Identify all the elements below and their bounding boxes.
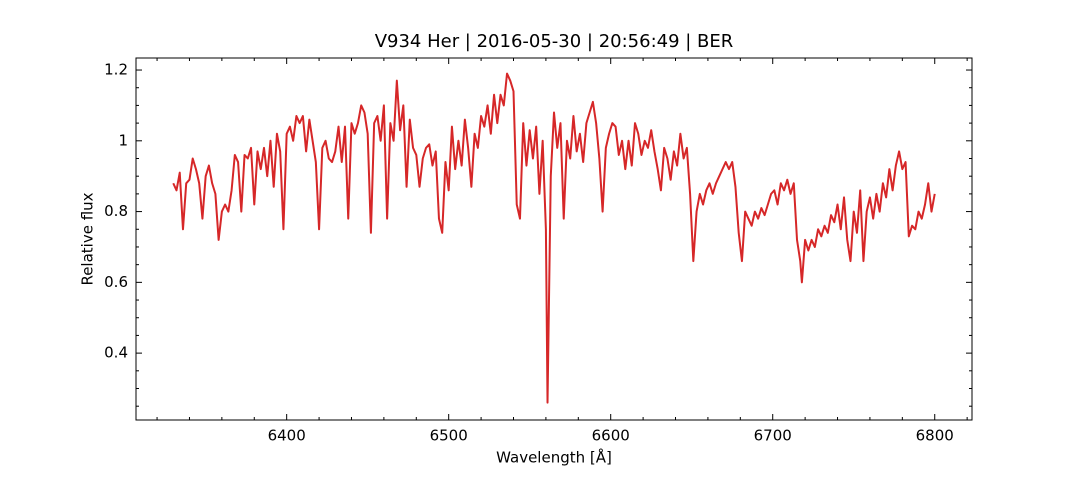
x-tick-label: 6700 [754,427,792,445]
y-tick-label: 0.6 [104,273,128,291]
plot-frame [135,57,973,421]
y-axis-label: Relative flux [79,192,97,285]
x-tick-label: 6600 [592,427,630,445]
x-tick-label: 6800 [916,427,954,445]
y-tick-label: 0.8 [104,202,128,220]
y-tick-label: 1.2 [104,61,128,79]
chart-title: V934 Her | 2016-05-30 | 20:56:49 | BER [375,31,734,52]
x-tick-label: 6500 [430,427,468,445]
x-axis-label: Wavelength [Å] [496,448,612,467]
y-tick-label: 0.4 [104,344,128,362]
y-tick-label: 1 [118,131,128,149]
x-tick-label: 6400 [268,427,306,445]
spectrum-line [172,72,936,404]
